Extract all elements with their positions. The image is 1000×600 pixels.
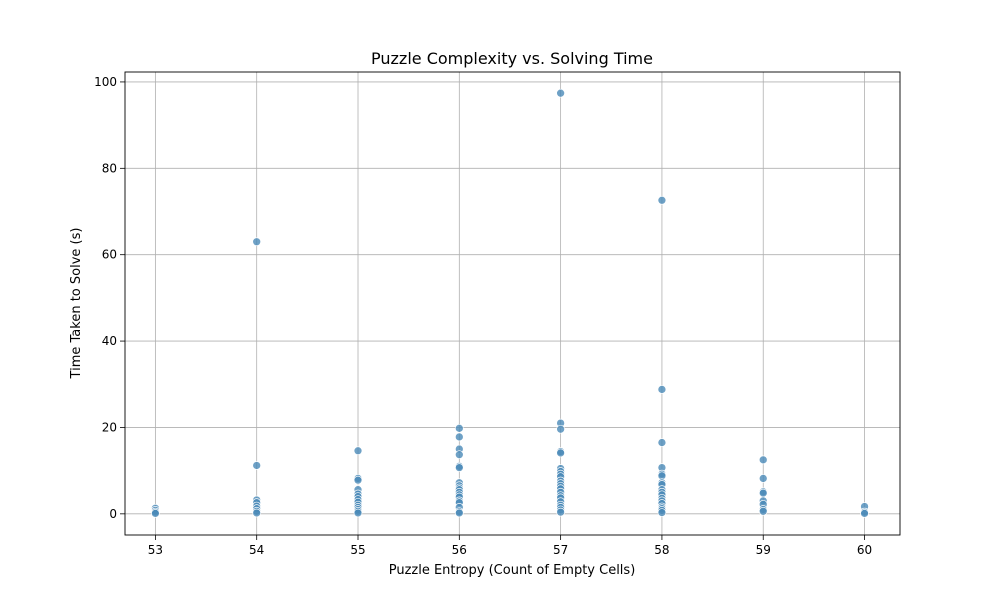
data-point: [556, 88, 565, 98]
x-tick-label: 60: [857, 543, 872, 557]
x-tick-label: 55: [350, 543, 365, 557]
data-point: [252, 508, 262, 518]
data-points: [151, 88, 869, 518]
data-point: [353, 508, 363, 518]
chart-title: Puzzle Complexity vs. Solving Time: [371, 49, 653, 68]
data-point: [556, 507, 565, 517]
y-tick-label: 20: [102, 420, 117, 434]
x-tick-label: 54: [249, 543, 264, 557]
data-point: [252, 461, 262, 470]
data-point: [556, 448, 565, 458]
axis-ticks: 53 54 55 56 57 58 59 60 0 20 40 60 80 100: [94, 75, 872, 557]
y-tick-label: 40: [102, 334, 117, 348]
grid-lines: [125, 72, 900, 535]
y-axis-label: Time Taken to Solve (s): [69, 228, 84, 380]
data-point: [353, 475, 363, 485]
y-tick-label: 0: [109, 507, 117, 521]
data-point: [151, 509, 160, 518]
data-point: [454, 463, 464, 472]
data-point: [860, 509, 869, 518]
data-point: [657, 385, 667, 394]
data-point: [758, 488, 768, 498]
data-point: [657, 508, 667, 517]
data-point: [252, 237, 262, 247]
x-tick-label: 53: [148, 543, 163, 557]
y-tick-label: 100: [94, 75, 117, 89]
data-point: [657, 195, 667, 205]
data-point: [353, 446, 363, 456]
plot-area-frame: [124, 71, 901, 536]
x-tick-label: 59: [756, 543, 771, 557]
data-point: [758, 506, 768, 516]
x-tick-label: 57: [553, 543, 568, 557]
data-point: [454, 423, 464, 433]
x-axis-label: Puzzle Entropy (Count of Empty Cells): [389, 563, 636, 578]
data-point: [657, 438, 667, 447]
y-tick-label: 60: [102, 248, 117, 262]
x-tick-label: 58: [654, 543, 669, 557]
data-point: [556, 424, 565, 434]
data-point: [454, 508, 464, 518]
x-tick-label: 56: [452, 543, 467, 557]
data-point: [454, 450, 464, 460]
data-point: [758, 474, 768, 483]
y-tick-label: 80: [102, 161, 117, 175]
data-point: [454, 432, 464, 442]
data-point: [758, 455, 768, 465]
